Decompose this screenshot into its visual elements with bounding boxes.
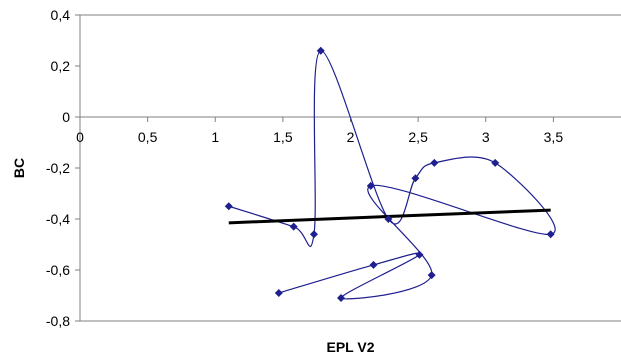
y-axis-ticks: 0,4 0,2 0 -0,2 -0,4 -0,6 -0,8 bbox=[46, 7, 80, 329]
y-tick-label: 0,4 bbox=[51, 7, 71, 23]
data-point bbox=[309, 230, 318, 239]
data-point bbox=[546, 230, 555, 239]
y-tick-label: 0 bbox=[62, 109, 70, 125]
data-point bbox=[427, 271, 436, 280]
data-point bbox=[224, 202, 233, 211]
data-point bbox=[411, 174, 420, 183]
x-tick-label: 3 bbox=[482, 129, 490, 145]
x-axis-ticks: 0 0,5 1 1,5 2 2,5 3 3,5 bbox=[76, 117, 563, 145]
y-tick-label: -0,4 bbox=[46, 211, 70, 227]
x-tick-label: 0,5 bbox=[138, 129, 158, 145]
x-tick-label: 2,5 bbox=[408, 129, 428, 145]
data-point bbox=[274, 288, 283, 297]
plot-area: 0 0,5 1 1,5 2 2,5 3 3,5 0,4 0,2 0 -0,2 -0,4 -0,6 -0,8 bbox=[46, 7, 621, 329]
x-tick-label: 2 bbox=[347, 129, 355, 145]
data-point bbox=[316, 46, 325, 55]
data-point bbox=[491, 158, 500, 167]
data-point bbox=[369, 260, 378, 269]
data-points bbox=[224, 46, 555, 303]
data-point bbox=[384, 215, 393, 223]
x-tick-label: 1 bbox=[211, 129, 219, 145]
x-tick-label: 1,5 bbox=[273, 129, 293, 145]
y-axis-title: BC bbox=[11, 158, 27, 178]
series-curve bbox=[228, 50, 556, 300]
y-tick-label: -0,6 bbox=[46, 262, 70, 278]
x-axis-title: EPL V2 bbox=[327, 339, 375, 355]
x-tick-label: 3,5 bbox=[544, 129, 564, 145]
y-tick-label: -0,8 bbox=[46, 313, 70, 329]
data-point bbox=[430, 158, 439, 167]
data-point bbox=[337, 294, 346, 303]
data-point bbox=[415, 250, 424, 259]
y-tick-label: -0,2 bbox=[46, 160, 70, 176]
data-point bbox=[366, 181, 375, 190]
y-tick-label: 0,2 bbox=[51, 58, 71, 74]
x-tick-label: 0 bbox=[76, 129, 84, 145]
data-point bbox=[289, 222, 298, 231]
